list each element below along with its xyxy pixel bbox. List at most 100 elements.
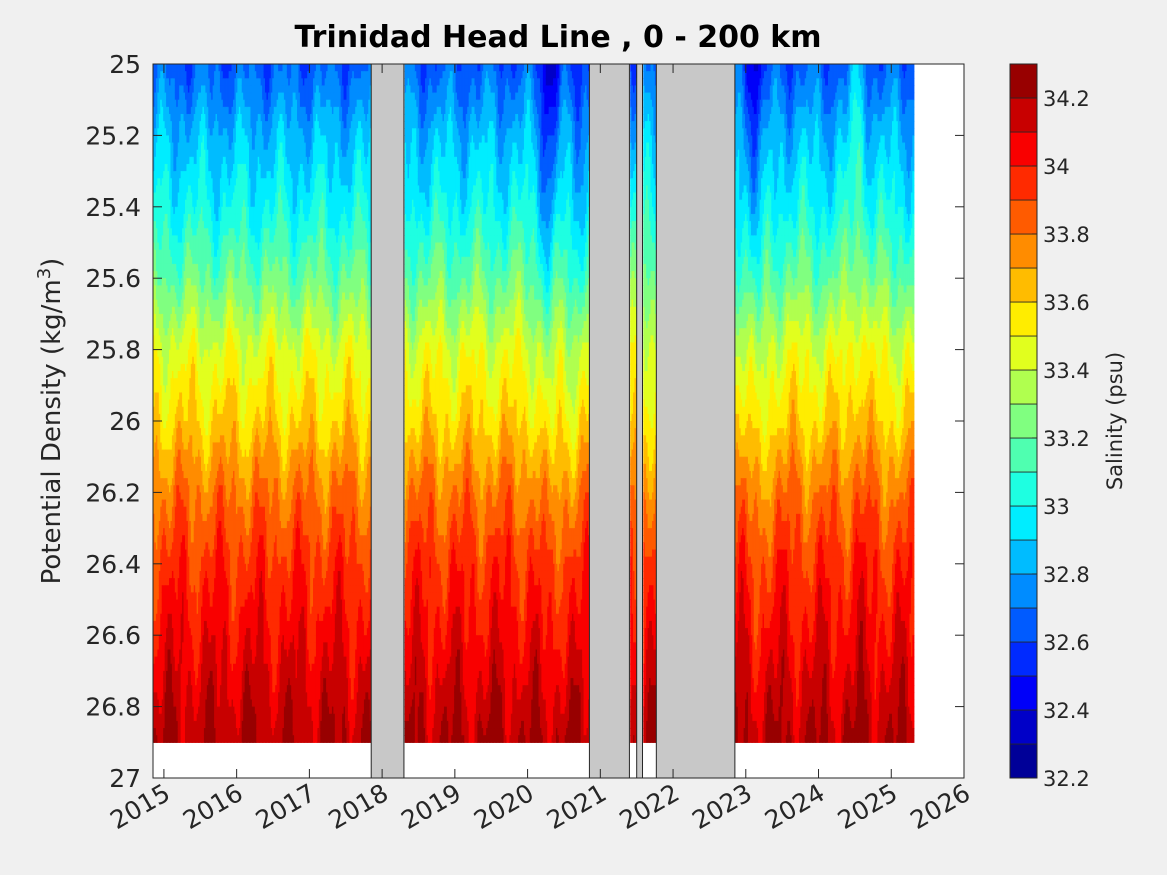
heatmap-cell: [166, 728, 169, 736]
heatmap-cell: [177, 449, 180, 458]
heatmap-cell: [170, 92, 173, 101]
heatmap-cell: [173, 713, 176, 722]
heatmap-cell: [154, 171, 157, 179]
heatmap-cell: [160, 356, 163, 365]
heatmap-cell: [176, 306, 179, 315]
heatmap-cell: [167, 720, 170, 729]
heatmap-cell: [167, 363, 170, 372]
heatmap-cell: [153, 378, 156, 386]
heatmap-cell: [173, 478, 176, 486]
heatmap-cell: [167, 406, 170, 415]
heatmap-cell: [176, 292, 179, 301]
heatmap-cell: [160, 620, 163, 629]
heatmap-cell: [173, 85, 176, 94]
heatmap-cell: [154, 599, 157, 608]
heatmap-cell: [182, 228, 185, 236]
heatmap-cell: [153, 442, 156, 451]
heatmap-cell: [161, 478, 164, 486]
heatmap-cell: [182, 385, 185, 394]
heatmap-cell: [171, 135, 174, 144]
heatmap-cell: [179, 149, 182, 158]
heatmap-cell: [158, 399, 161, 408]
heatmap-cell: [174, 713, 177, 722]
heatmap-cell: [154, 413, 157, 422]
heatmap-cell: [157, 142, 160, 151]
heatmap-cell: [157, 663, 160, 672]
heatmap-cell: [155, 192, 158, 201]
heatmap-cell: [154, 64, 157, 72]
heatmap-cell: [161, 556, 164, 565]
heatmap-cell: [174, 413, 177, 422]
heatmap-cell: [174, 113, 177, 122]
heatmap-cell: [174, 156, 177, 165]
heatmap-cell: [183, 663, 186, 672]
heatmap-cell: [157, 378, 160, 386]
heatmap-cell: [160, 199, 163, 208]
heatmap-cell: [157, 263, 160, 272]
heatmap-cell: [166, 199, 169, 208]
heatmap-cell: [173, 528, 176, 536]
heatmap-cell: [154, 285, 157, 294]
heatmap-cell: [180, 656, 183, 665]
heatmap-cell: [179, 78, 182, 87]
heatmap-cell: [182, 556, 185, 565]
heatmap-cell: [171, 142, 174, 151]
heatmap-cell: [157, 485, 160, 493]
heatmap-cell: [174, 242, 177, 251]
heatmap-cell: [163, 649, 166, 658]
heatmap-cell: [174, 235, 177, 244]
heatmap-cell: [166, 706, 169, 715]
heatmap-cell: [170, 706, 173, 715]
heatmap-cell: [183, 692, 186, 701]
heatmap-cell: [177, 421, 180, 429]
heatmap-cell: [180, 642, 183, 651]
heatmap-cell: [153, 535, 156, 543]
heatmap-cell: [170, 492, 173, 501]
heatmap-cell: [170, 378, 173, 386]
heatmap-cell: [185, 278, 188, 286]
heatmap-cell: [161, 470, 164, 479]
heatmap-cell: [185, 135, 188, 144]
heatmap-cell: [155, 578, 158, 586]
heatmap-cell: [180, 613, 183, 622]
heatmap-cell: [161, 313, 164, 322]
heatmap-cell: [163, 85, 166, 94]
heatmap-cell: [171, 106, 174, 115]
heatmap-cell: [158, 249, 161, 258]
heatmap-cell: [161, 321, 164, 329]
heatmap-cell: [179, 292, 182, 301]
heatmap-cell: [176, 649, 179, 658]
heatmap-cell: [160, 71, 163, 79]
heatmap-cell: [170, 306, 173, 315]
heatmap-cell: [161, 642, 164, 651]
heatmap-cell: [166, 135, 169, 144]
heatmap-cell: [157, 699, 160, 708]
heatmap-cell: [153, 470, 156, 479]
heatmap-cell: [173, 392, 176, 401]
heatmap-cell: [180, 163, 183, 172]
heatmap-cell: [183, 656, 186, 665]
heatmap-cell: [180, 363, 183, 372]
heatmap-cell: [170, 685, 173, 693]
heatmap-cell: [169, 699, 172, 708]
heatmap-cell: [169, 92, 172, 101]
heatmap-cell: [158, 585, 161, 593]
heatmap-cell: [155, 371, 158, 379]
heatmap-cell: [158, 713, 161, 722]
heatmap-cell: [160, 113, 163, 122]
heatmap-cell: [167, 128, 170, 136]
heatmap-cell: [173, 278, 176, 286]
heatmap-cell: [173, 421, 176, 429]
heatmap-cell: [163, 392, 166, 401]
heatmap-cell: [167, 135, 170, 144]
heatmap-cell: [153, 335, 156, 344]
heatmap-cell: [174, 263, 177, 272]
heatmap-cell: [171, 163, 174, 172]
heatmap-cell: [154, 470, 157, 479]
heatmap-cell: [169, 342, 172, 351]
heatmap-cell: [173, 463, 176, 472]
heatmap-cell: [177, 620, 180, 629]
heatmap-cell: [161, 485, 164, 493]
heatmap-cell: [155, 213, 158, 222]
heatmap-cell: [164, 578, 167, 586]
